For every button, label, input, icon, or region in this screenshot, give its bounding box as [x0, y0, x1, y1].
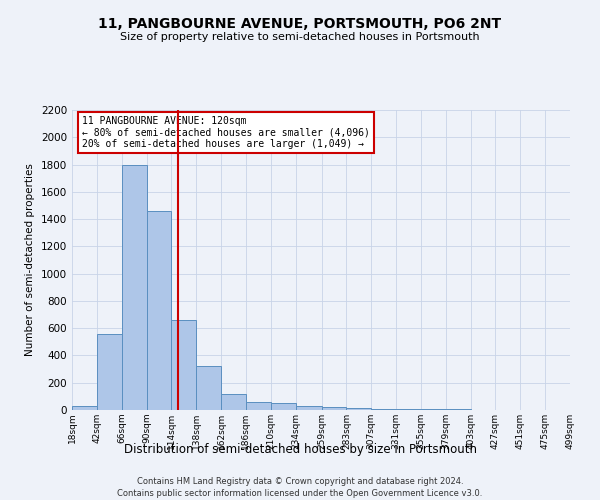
Bar	[97, 334, 122, 410]
Text: 11 PANGBOURNE AVENUE: 120sqm
← 80% of semi-detached houses are smaller (4,096)
2: 11 PANGBOURNE AVENUE: 120sqm ← 80% of se…	[82, 116, 370, 149]
Bar	[371, 408, 396, 410]
Text: Contains public sector information licensed under the Open Government Licence v3: Contains public sector information licen…	[118, 489, 482, 498]
Y-axis label: Number of semi-detached properties: Number of semi-detached properties	[25, 164, 35, 356]
Text: Contains HM Land Registry data © Crown copyright and database right 2024.: Contains HM Land Registry data © Crown c…	[137, 478, 463, 486]
Bar	[271, 403, 296, 410]
Bar	[122, 164, 146, 410]
Text: Size of property relative to semi-detached houses in Portsmouth: Size of property relative to semi-detach…	[120, 32, 480, 42]
Bar	[72, 406, 97, 410]
Bar	[396, 409, 421, 410]
Text: 11, PANGBOURNE AVENUE, PORTSMOUTH, PO6 2NT: 11, PANGBOURNE AVENUE, PORTSMOUTH, PO6 2…	[98, 18, 502, 32]
Bar	[221, 394, 246, 410]
Bar	[146, 211, 172, 410]
Bar	[296, 406, 322, 410]
Text: Distribution of semi-detached houses by size in Portsmouth: Distribution of semi-detached houses by …	[124, 442, 476, 456]
Bar	[196, 366, 221, 410]
Bar	[172, 320, 196, 410]
Bar	[346, 408, 371, 410]
Bar	[322, 408, 346, 410]
Bar	[246, 402, 271, 410]
